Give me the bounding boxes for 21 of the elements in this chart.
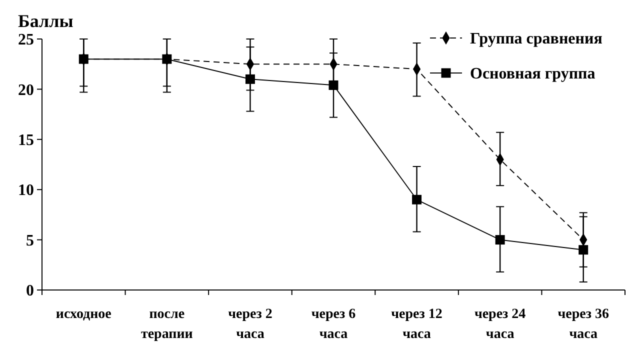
y-tick-label: 20 (18, 82, 34, 99)
y-tick-label: 25 (18, 32, 34, 49)
x-tick-label: через 12 часа (391, 307, 442, 342)
point (578, 245, 588, 255)
point (412, 194, 422, 204)
x-tick-label: через 24 часа (474, 307, 526, 342)
point (495, 235, 505, 245)
x-tick-label: исходное (56, 307, 112, 322)
x-tick-label: через 36 часа (558, 307, 609, 342)
y-axis-title: Баллы (18, 11, 74, 31)
x-tick-label: через 2 часа (228, 307, 272, 342)
y-tick-label: 15 (18, 132, 34, 149)
legend-label: Группа сравнения (470, 30, 603, 48)
point (245, 74, 255, 84)
x-tick-label: после терапии (140, 307, 193, 342)
y-tick-label: 10 (18, 182, 34, 200)
legend-label: Основная группа (470, 66, 596, 83)
point (328, 80, 338, 90)
y-tick-label: 5 (26, 232, 34, 250)
x-tick-label: через 6 часа (311, 307, 356, 342)
y-tick-label: 0 (26, 282, 34, 300)
